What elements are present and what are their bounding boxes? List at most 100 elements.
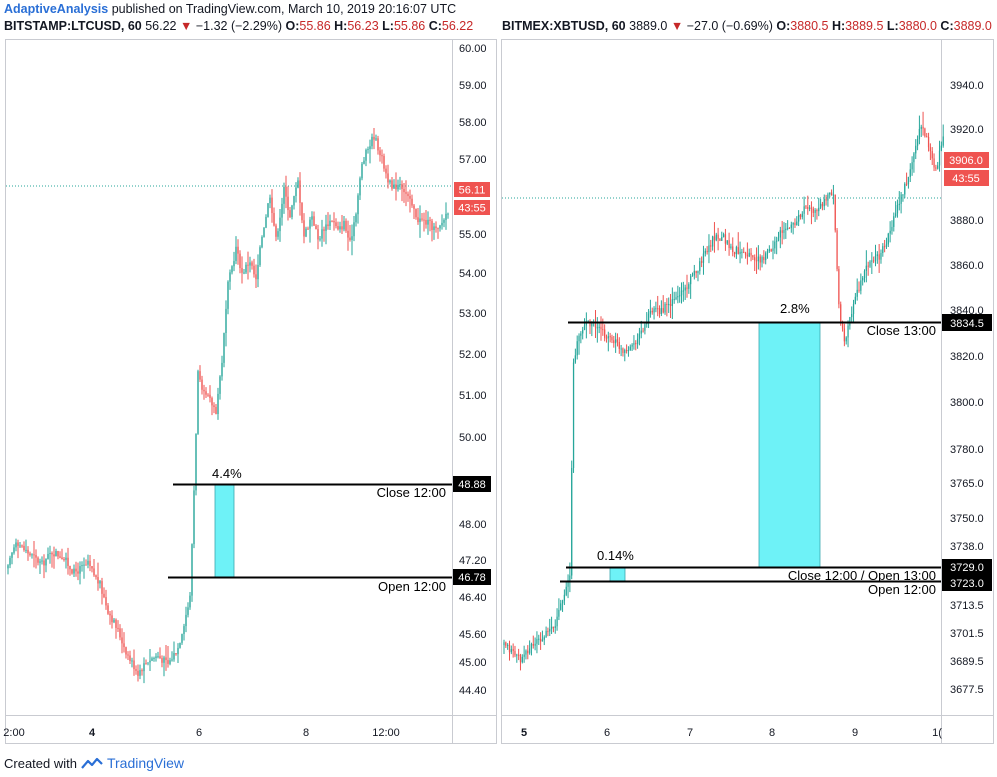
- candle-body: [415, 208, 417, 218]
- candle-body: [263, 227, 265, 237]
- candle-body: [783, 229, 785, 233]
- candle-body: [249, 262, 251, 266]
- candle-body: [309, 219, 311, 229]
- candle-body: [207, 394, 209, 396]
- candle-body: [341, 226, 343, 230]
- candle-body: [600, 326, 602, 330]
- candle-body: [7, 565, 9, 569]
- candle-body: [275, 225, 277, 237]
- candle-body: [671, 299, 674, 306]
- candle-body: [25, 549, 27, 551]
- candle-body: [105, 597, 107, 606]
- candle-body: [860, 280, 862, 291]
- candle-body: [339, 226, 341, 230]
- candle-body: [287, 196, 289, 211]
- candle-body: [107, 605, 109, 614]
- candle-body: [29, 553, 31, 556]
- ltc-close-12-label: Close 12:00: [377, 485, 446, 500]
- ltc-chart-frame: [5, 39, 497, 744]
- candle-body: [355, 214, 357, 223]
- candle-body: [655, 308, 657, 310]
- candle-body: [699, 261, 701, 272]
- candle-body: [636, 338, 639, 345]
- candle-body: [505, 642, 507, 646]
- ltc-price-tick: 44.40: [459, 685, 487, 697]
- candle-body: [929, 147, 932, 152]
- candle-body: [179, 642, 181, 648]
- candle-body: [161, 658, 163, 663]
- candle-body: [664, 304, 666, 313]
- candle-body: [239, 253, 241, 269]
- candle-body: [223, 333, 225, 363]
- xbt-price-tick: 3920.0: [950, 124, 984, 136]
- candle-body: [613, 340, 615, 344]
- xbt-time-tick: 8: [769, 727, 775, 739]
- candle-body: [11, 552, 13, 558]
- candle-body: [155, 656, 157, 658]
- candle-body: [706, 250, 708, 253]
- ltc-price-tick: 55.00: [459, 229, 487, 241]
- candle-body: [704, 250, 706, 254]
- candle-body: [383, 155, 385, 169]
- candle-body: [359, 178, 361, 196]
- candle-body: [622, 348, 624, 353]
- candle-body: [245, 264, 247, 273]
- candle-body: [441, 222, 443, 226]
- candle-body: [871, 260, 873, 262]
- ltc-panel-header: BITSTAMP:LTCUSD, 60 56.22 ▼ −1.32 (−2.29…: [4, 19, 474, 33]
- candle-body: [618, 341, 620, 349]
- xbt-symbol[interactable]: BITMEX:XBTUSD, 60: [502, 19, 626, 33]
- candle-body: [814, 209, 816, 213]
- xbt-down-arrow-icon: ▼: [670, 19, 684, 33]
- xbt-panel-header: BITMEX:XBTUSD, 60 3889.0 ▼ −27.0 (−0.69%…: [502, 19, 992, 33]
- xbt-price-tick: 3750.0: [950, 513, 984, 525]
- candle-body: [431, 220, 433, 230]
- candle-body: [785, 228, 787, 230]
- candle-body: [797, 214, 800, 222]
- candle-body: [283, 186, 285, 204]
- candle-body: [657, 308, 659, 310]
- candle-body: [31, 554, 33, 556]
- candle-body: [931, 151, 933, 159]
- candle-body: [755, 260, 758, 262]
- ltc-symbol[interactable]: BITSTAMP:LTCUSD, 60: [4, 19, 142, 33]
- candle-body: [187, 607, 189, 615]
- candle-body: [549, 628, 551, 632]
- candle-body: [942, 136, 944, 146]
- candle-body: [887, 233, 889, 245]
- candle-body: [633, 343, 635, 345]
- candle-body: [235, 246, 237, 262]
- candle-body: [508, 644, 511, 653]
- ltc-price-tick: 54.00: [459, 268, 487, 280]
- candle-body: [935, 167, 937, 169]
- candle-body: [574, 355, 577, 363]
- ltc-open-12-label: Open 12:00: [378, 579, 446, 594]
- candle-body: [13, 547, 15, 553]
- candle-body: [896, 205, 899, 214]
- candle-body: [591, 323, 593, 327]
- candle-body: [83, 564, 85, 566]
- xbt-current-price-tag-text: 3906.0: [949, 155, 983, 167]
- candle-body: [754, 257, 756, 261]
- publish-info: published on TradingView.com, March 10, …: [111, 2, 457, 16]
- candle-body: [874, 255, 877, 261]
- candle-body: [611, 337, 613, 341]
- candle-body: [253, 265, 255, 275]
- candle-body: [781, 230, 783, 233]
- candle-body: [715, 234, 717, 241]
- candle-body: [417, 217, 419, 223]
- author-link[interactable]: AdaptiveAnalysis: [4, 2, 109, 16]
- candle-body: [203, 389, 205, 392]
- candle-body: [445, 213, 447, 220]
- tradingview-brand-link[interactable]: TradingView: [106, 755, 185, 771]
- candle-body: [351, 236, 353, 240]
- candle-body: [73, 568, 75, 574]
- candle-body: [385, 168, 387, 174]
- candle-body: [45, 558, 47, 566]
- candle-body: [433, 226, 435, 230]
- candle-body: [135, 669, 137, 671]
- candle-body: [153, 657, 155, 659]
- xbt-close-13-label: Close 13:00: [867, 323, 936, 338]
- candle-body: [35, 555, 37, 558]
